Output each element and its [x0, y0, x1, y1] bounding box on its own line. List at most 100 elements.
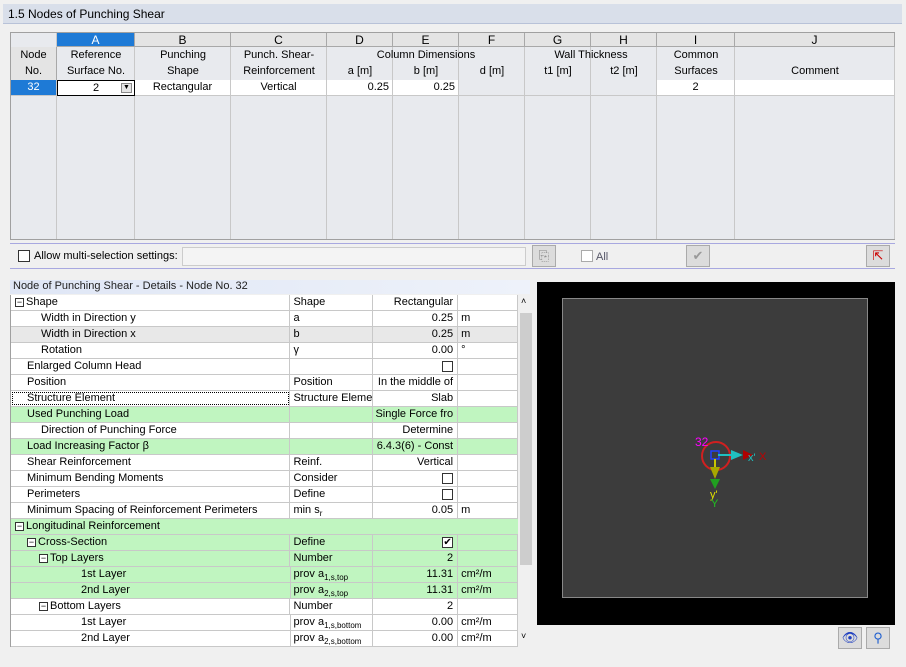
row-value[interactable]: Slab — [373, 391, 459, 406]
nodes-table[interactable]: A B C D E F G H I J Node No. Reference Surface No. Pun… — [10, 32, 895, 240]
row-value[interactable]: 6.4.3(6) - Const — [373, 439, 459, 454]
tree-row[interactable]: Structure Element Structure Eleme Slab — [11, 391, 518, 407]
details-tree[interactable]: − Shape Shape Rectangular Width in Direction… — [10, 295, 519, 647]
cell-t2[interactable] — [591, 80, 657, 96]
column-letter-J[interactable]: J — [735, 33, 895, 47]
row-label: Load Increasing Factor β — [11, 439, 291, 454]
column-letter-C[interactable]: C — [231, 33, 327, 47]
tree-row[interactable]: − Shape Shape Rectangular — [11, 295, 519, 311]
column-letter-F[interactable]: F — [459, 33, 525, 47]
scroll-down-icon[interactable]: ˅ — [521, 631, 527, 641]
tree-row[interactable]: − Cross-Section Define ✔ — [11, 535, 518, 551]
tree-row[interactable]: Position Position In the middle of — [11, 375, 518, 391]
column-letter-D[interactable]: D — [327, 33, 393, 47]
tree-row[interactable]: Shear Reinforcement Reinf. Vertical — [11, 455, 518, 471]
row-symbol: prov a1,s,top — [291, 567, 374, 582]
cell-t1[interactable] — [525, 80, 591, 96]
tree-row[interactable]: Minimum Bending Moments Consider — [11, 471, 518, 487]
tree-row[interactable]: Perimeters Define — [11, 487, 518, 503]
row-value[interactable]: 0.00 — [373, 343, 459, 358]
cell-common[interactable]: 2 — [657, 80, 735, 96]
cell-d[interactable] — [459, 80, 525, 96]
column-letter-B[interactable]: B — [135, 33, 231, 47]
row-value[interactable]: Vertical — [373, 455, 459, 470]
tree-row[interactable]: − Longitudinal Reinforcement — [11, 519, 518, 535]
multi-selection-input[interactable] — [182, 247, 526, 266]
dropdown-arrow-icon[interactable]: ▼ — [121, 83, 132, 93]
tree-row[interactable]: − Bottom Layers Number 2 — [11, 599, 518, 615]
scroll-up-icon[interactable]: ˄ — [521, 296, 527, 306]
row-value[interactable]: 0.00 — [373, 615, 459, 630]
row-value[interactable] — [373, 487, 459, 502]
node-number-label: 32 — [695, 435, 709, 449]
column-letter-E[interactable]: E — [393, 33, 459, 47]
collapse-icon[interactable]: − — [39, 601, 48, 611]
checkbox[interactable] — [442, 360, 454, 372]
row-label: − Bottom Layers — [11, 599, 291, 614]
row-value[interactable]: 0.25 — [373, 311, 459, 326]
tree-row[interactable]: − Top Layers Number 2 — [11, 551, 518, 567]
row-unit — [458, 535, 518, 550]
row-value[interactable]: 0.25 — [373, 327, 459, 342]
ref-surface-select[interactable]: 2 ▼ — [57, 80, 135, 96]
column — [327, 33, 393, 239]
row-unit — [458, 391, 518, 406]
select-in-graphic-button[interactable]: ⎘ — [532, 245, 556, 267]
tree-row[interactable]: Enlarged Column Head — [11, 359, 518, 375]
collapse-icon[interactable]: − — [39, 553, 48, 563]
tree-row[interactable]: Width in Direction y a 0.25 m — [11, 311, 518, 327]
row-value[interactable]: 0.00 — [373, 631, 459, 646]
tree-row[interactable]: Rotation γ 0.00 ° — [11, 343, 518, 359]
row-value[interactable] — [373, 359, 459, 374]
header-column-dimensions: Column Dimensions — [376, 49, 476, 61]
cell-b[interactable]: 0.25 — [393, 80, 459, 96]
scrollbar-thumb[interactable] — [520, 313, 532, 565]
all-checkbox[interactable] — [581, 250, 593, 263]
cell-reinforcement[interactable]: Vertical — [231, 80, 327, 96]
cell-node[interactable]: 32 — [11, 80, 57, 96]
reset-view-button[interactable]: ⚲ — [866, 627, 890, 649]
row-value[interactable]: Rectangular — [373, 295, 459, 310]
checkbox[interactable] — [442, 488, 454, 500]
tree-row[interactable]: Direction of Punching Force Determine — [11, 423, 518, 439]
column-letter-A[interactable]: A — [57, 33, 135, 47]
row-value[interactable]: Single Force fro — [373, 407, 459, 422]
tree-row[interactable]: 1st Layer prov a1,s,bottom 0.00 cm²/m — [11, 615, 518, 631]
tree-row[interactable]: Load Increasing Factor β 6.4.3(6) - Const — [11, 439, 518, 455]
checkbox[interactable]: ✔ — [442, 536, 454, 548]
collapse-icon[interactable]: − — [15, 521, 24, 531]
tree-row[interactable]: Width in Direction x b 0.25 m — [11, 327, 518, 343]
header-D: a [m] — [347, 65, 373, 77]
tree-row[interactable]: Minimum Spacing of Reinforcement Perimet… — [11, 503, 518, 519]
column-letter-H[interactable]: H — [591, 33, 657, 47]
y-local-arrow — [710, 467, 720, 479]
tree-row[interactable]: 1st Layer prov a1,s,top 11.31 cm²/m — [11, 567, 518, 583]
pick-node-button[interactable]: ⇱ — [866, 245, 890, 267]
column-letter-I[interactable]: I — [657, 33, 735, 47]
collapse-icon[interactable]: − — [15, 297, 24, 307]
view-visibility-button[interactable]: 👁 — [838, 627, 862, 649]
tree-row[interactable]: Used Punching Load Single Force fro — [11, 407, 518, 423]
collapse-icon[interactable]: − — [27, 537, 36, 547]
row-value[interactable]: 11.31 — [373, 567, 459, 582]
row-value[interactable]: 2 — [373, 551, 459, 566]
row-value[interactable]: 0.05 — [373, 503, 459, 518]
row-unit: m — [458, 503, 518, 518]
tree-row[interactable]: 2nd Layer prov a2,s,top 11.31 cm²/m — [11, 583, 518, 599]
cell-shape[interactable]: Rectangular — [135, 80, 231, 96]
row-value[interactable]: Determine — [373, 423, 459, 438]
checkbox[interactable] — [442, 472, 454, 484]
cell-a[interactable]: 0.25 — [327, 80, 393, 96]
row-value[interactable]: ✔ — [373, 535, 459, 550]
apply-check-button[interactable]: ✔ — [686, 245, 710, 267]
row-unit: ° — [458, 343, 518, 358]
column-letter-G[interactable]: G — [525, 33, 591, 47]
cell-comment[interactable] — [735, 80, 895, 96]
tree-row[interactable]: 2nd Layer prov a2,s,bottom 0.00 cm²/m — [11, 631, 518, 647]
row-unit: cm²/m — [458, 583, 518, 598]
row-value[interactable] — [373, 471, 459, 486]
row-value[interactable]: 11.31 — [373, 583, 459, 598]
row-value[interactable]: 2 — [373, 599, 459, 614]
row-value[interactable]: In the middle of — [373, 375, 459, 390]
multi-selection-checkbox[interactable] — [18, 250, 30, 263]
